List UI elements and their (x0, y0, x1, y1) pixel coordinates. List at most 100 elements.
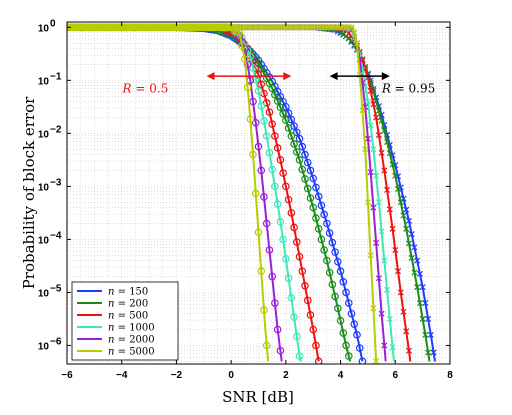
data-point (328, 238, 337, 247)
data-point (348, 24, 355, 31)
legend-entry: n = 2000 (108, 335, 155, 346)
data-point (268, 165, 276, 174)
data-point (375, 107, 382, 114)
data-point (408, 254, 415, 261)
data-point (336, 267, 345, 276)
data-point (251, 189, 260, 198)
data-point (325, 229, 334, 237)
data-point (422, 331, 429, 338)
data-point (336, 316, 345, 325)
data-point (419, 315, 426, 322)
data-point (350, 320, 359, 329)
data-point (290, 223, 298, 232)
data-point (303, 296, 312, 305)
data-point (276, 217, 285, 226)
data-point (392, 246, 399, 254)
data-point (373, 172, 380, 179)
data-point (284, 124, 293, 132)
data-point (320, 246, 328, 254)
x-tick-label: −2 (171, 370, 183, 381)
data-point (416, 270, 423, 277)
x-tick-label: 6 (393, 370, 399, 381)
data-point (312, 341, 320, 350)
data-point (394, 185, 402, 193)
data-point (403, 225, 410, 232)
data-point (271, 132, 279, 140)
y-tick-label: 10 (38, 288, 50, 299)
data-point (292, 238, 301, 246)
data-point (378, 149, 385, 156)
data-point (419, 284, 426, 291)
data-point (271, 90, 279, 99)
data-point (292, 332, 301, 341)
data-point (408, 231, 415, 238)
data-point (246, 115, 255, 124)
data-point (430, 349, 437, 356)
data-point (355, 344, 364, 352)
annotation-rate-1: R = 0.95 (329, 72, 435, 95)
data-point (375, 199, 382, 206)
data-point (257, 102, 266, 110)
data-point (251, 118, 260, 127)
series-line (67, 26, 270, 362)
data-point (268, 272, 276, 281)
x-tick-label: 2 (283, 370, 289, 381)
data-point (262, 99, 271, 107)
data-point (364, 135, 371, 142)
data-point (353, 331, 361, 339)
data-point (373, 114, 380, 121)
data-point (411, 269, 418, 276)
data-point (416, 299, 423, 307)
data-point (370, 305, 377, 312)
data-point (290, 313, 298, 321)
data-point (265, 108, 274, 116)
x-tick-label: 4 (338, 370, 344, 381)
y-axis-label: Probability of block error (20, 96, 38, 289)
data-point (381, 257, 388, 264)
data-point (287, 209, 296, 217)
data-point (425, 315, 432, 322)
data-point (295, 352, 304, 360)
data-point (392, 172, 399, 179)
annotation-rate-0: R = 0.5 (122, 72, 292, 95)
y-tick-label: 10 (38, 182, 50, 193)
data-point (290, 140, 298, 148)
data-point (389, 161, 396, 168)
data-point (295, 252, 304, 261)
data-point (384, 286, 391, 293)
data-point (344, 352, 353, 360)
data-point (334, 257, 342, 266)
data-point (405, 217, 412, 224)
data-point (301, 150, 309, 159)
annotation-label: R = 0.5 (122, 81, 169, 95)
data-point (384, 186, 391, 193)
data-point (279, 235, 287, 244)
data-point (306, 166, 315, 175)
data-point (362, 146, 369, 153)
data-point (284, 109, 293, 118)
data-point (389, 225, 396, 232)
data-point (282, 182, 290, 191)
legend-entry: n = 150 (108, 287, 148, 298)
data-point (273, 325, 282, 334)
data-point (287, 132, 296, 140)
data-point (260, 193, 268, 201)
data-point (422, 299, 429, 307)
y-tick-exponent: −1 (50, 71, 62, 82)
x-tick-label: 8 (447, 370, 453, 381)
y-tick-exponent: −2 (50, 124, 62, 135)
data-point (262, 219, 271, 228)
data-point (265, 148, 274, 157)
data-point (238, 42, 246, 50)
data-point (260, 117, 268, 125)
data-point (375, 275, 382, 282)
data-point (339, 329, 348, 337)
data-point (370, 101, 377, 108)
data-point (292, 148, 301, 156)
data-point (276, 103, 285, 112)
data-point (241, 55, 249, 63)
data-point (397, 289, 404, 296)
y-tick-exponent: −5 (50, 283, 62, 294)
